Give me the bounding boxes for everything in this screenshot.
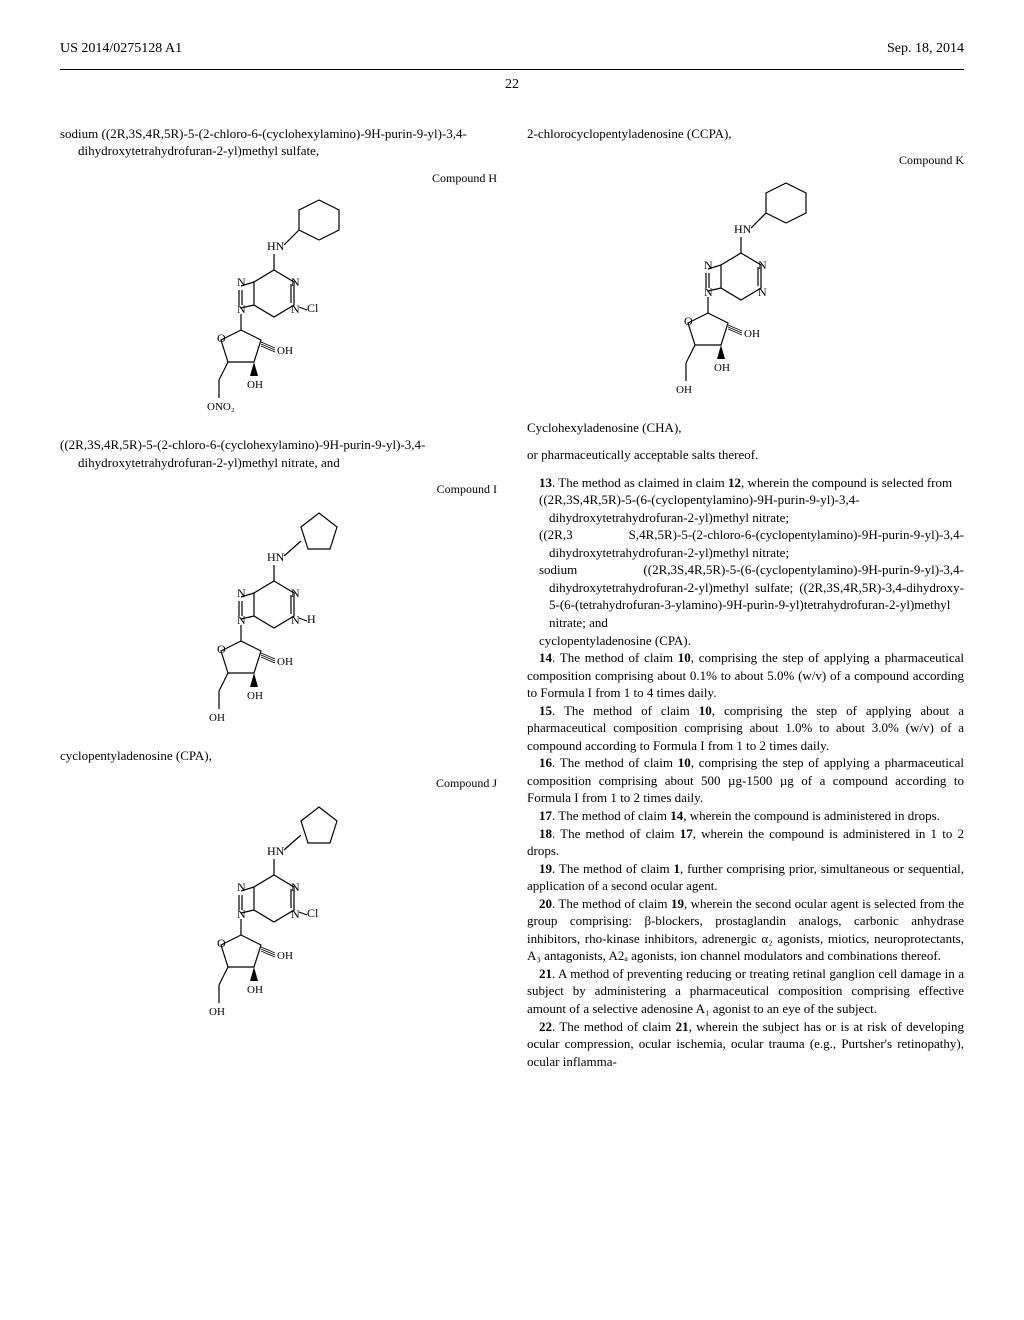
pub-date: Sep. 18, 2014 [887,40,964,59]
svg-text:N: N [237,586,246,600]
svg-text:HN: HN [734,222,752,236]
svg-text:OH: OH [209,1006,225,1018]
svg-text:OH: OH [209,712,225,724]
svg-text:N: N [758,258,767,272]
compound-k-structure: HN N N N N O OH [527,173,964,403]
claim-21: 21. A method of preventing reducing or t… [527,965,964,1018]
svg-text:H: H [307,612,316,626]
compound-h-structure: HN N N Cl N N O [60,190,497,420]
svg-text:N: N [291,907,300,921]
svg-text:Cl: Cl [307,301,319,315]
compound-k-pre: 2-chlorocyclopentyladenosine (CCPA), [527,125,964,143]
svg-text:N: N [291,302,300,316]
compound-i-caption: cyclopentyladenosine (CPA), [60,747,497,765]
svg-text:ONO₂: ONO₂ [207,401,235,413]
claim-16: 16. The method of claim 10, comprising t… [527,754,964,807]
compound-j-label: Compound J [60,775,497,791]
compound-i-pre-name: ((2R,3S,4R,5R)-5-(2-chloro-6-(cyclohexyl… [60,436,497,471]
compound-k-label: Compound K [527,152,964,168]
svg-text:O: O [217,642,226,656]
svg-text:HN: HN [267,239,285,253]
compound-i-label: Compound I [60,481,497,497]
claim-13-item: sodium ((2R,3S,4R,5R)-5-(6-(cyclopentyla… [527,561,964,631]
page-number: 22 [60,76,964,95]
svg-text:OH: OH [247,984,263,996]
claim-15: 15. The method of claim 10, comprising t… [527,702,964,755]
svg-text:OH: OH [714,362,730,374]
svg-text:N: N [237,880,246,894]
svg-text:OH: OH [247,379,263,391]
compound-i-structure: HN N N H N N O [60,501,497,731]
content-columns: sodium ((2R,3S,4R,5R)-5-(2-chloro-6-(cyc… [60,125,964,1070]
claim-19: 19. The method of claim 1, further compr… [527,860,964,895]
compound-h-label: Compound H [60,170,497,186]
svg-text:O: O [217,936,226,950]
claim-13-num: 13 [539,475,552,490]
svg-text:OH: OH [277,950,293,962]
svg-text:HN: HN [267,844,285,858]
svg-text:N: N [237,275,246,289]
salts-caption: or pharmaceutically acceptable salts the… [527,446,964,464]
claim-13-item: ((2R,3 S,4R,5R)-5-(2-chloro-6-(cyclopent… [527,526,964,561]
pub-number: US 2014/0275128 A1 [60,40,182,59]
svg-text:OH: OH [744,328,760,340]
cha-caption: Cyclohexyladenosine (CHA), [527,419,964,437]
svg-text:HN: HN [267,550,285,564]
svg-text:OH: OH [277,345,293,357]
svg-text:N: N [704,258,713,272]
claim-14: 14. The method of claim 10, comprising t… [527,649,964,702]
svg-text:OH: OH [247,690,263,702]
svg-text:O: O [217,331,226,345]
page-header: US 2014/0275128 A1 Sep. 18, 2014 [60,40,964,59]
svg-text:O: O [684,314,693,328]
left-column: sodium ((2R,3S,4R,5R)-5-(2-chloro-6-(cyc… [60,125,497,1070]
svg-text:N: N [758,285,767,299]
svg-text:N: N [291,613,300,627]
claim-13-item: ((2R,3S,4R,5R)-5-(6-(cyclopentylamino)-9… [527,491,964,526]
svg-text:OH: OH [676,384,692,396]
claim-17: 17. The method of claim 14, wherein the … [527,807,964,825]
right-column: 2-chlorocyclopentyladenosine (CCPA), Com… [527,125,964,1070]
claim-20: 20. The method of claim 19, wherein the … [527,895,964,965]
compound-h-name: sodium ((2R,3S,4R,5R)-5-(2-chloro-6-(cyc… [60,125,497,160]
svg-text:Cl: Cl [307,906,319,920]
claim-13-item: cyclopentyladenosine (CPA). [527,632,964,650]
svg-text:N: N [291,586,300,600]
svg-text:N: N [291,275,300,289]
claim-18: 18. The method of claim 17, wherein the … [527,825,964,860]
claim-13: 13. The method as claimed in claim 12, w… [527,474,964,492]
header-divider [60,69,964,70]
svg-text:OH: OH [277,656,293,668]
compound-j-structure: HN N N Cl N N O [60,795,497,1025]
claim-22: 22. The method of claim 21, wherein the … [527,1018,964,1071]
svg-text:N: N [291,880,300,894]
